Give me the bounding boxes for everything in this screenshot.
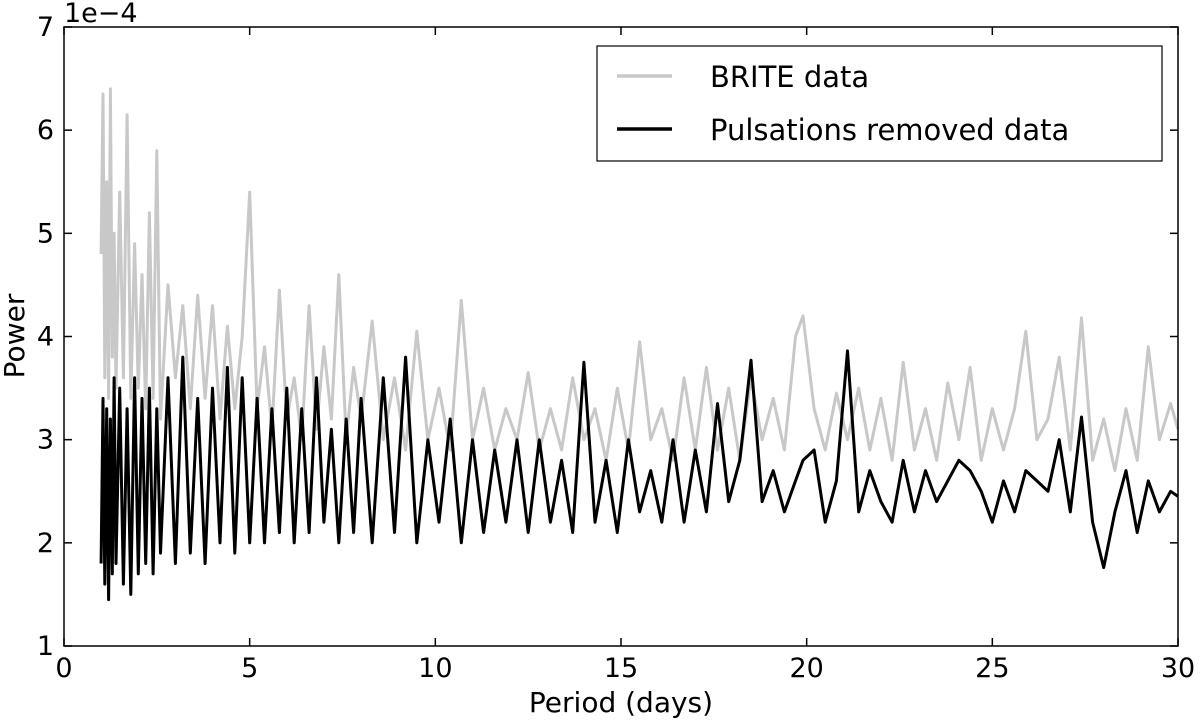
y-tick-label: 1 bbox=[37, 631, 54, 662]
y-tick-label: 6 bbox=[37, 115, 54, 146]
y-tick-label: 7 bbox=[37, 12, 54, 43]
ticks-layer: 0 5 10 15 20 25 30 1 2 3 4 5 6 7 bbox=[37, 12, 1195, 684]
x-tick-label: 10 bbox=[418, 653, 452, 684]
y-axis-label: Power bbox=[0, 293, 31, 378]
legend-label-brite: BRITE data bbox=[710, 60, 869, 94]
x-tick-label: 25 bbox=[975, 653, 1009, 684]
legend: BRITE data Pulsations removed data bbox=[596, 45, 1163, 162]
y-tick-label: 3 bbox=[37, 425, 54, 456]
y-tick-label: 5 bbox=[37, 218, 54, 249]
y-tick-label: 2 bbox=[37, 528, 54, 559]
x-tick-label: 30 bbox=[1161, 653, 1195, 684]
legend-box bbox=[596, 45, 1163, 162]
x-tick-label: 5 bbox=[241, 653, 258, 684]
x-tick-label: 20 bbox=[789, 653, 823, 684]
x-axis-label: Period (days) bbox=[529, 686, 713, 719]
series-line-brite bbox=[99, 87, 1180, 473]
x-tick-label: 15 bbox=[604, 653, 638, 684]
y-tick-label: 4 bbox=[37, 322, 54, 353]
x-tick-label: 0 bbox=[55, 653, 72, 684]
series-line-pulsations-removed bbox=[99, 349, 1179, 602]
legend-label-pulsations-removed: Pulsations removed data bbox=[710, 113, 1069, 147]
y-offset-label: 1e−4 bbox=[64, 0, 138, 29]
series-layer bbox=[99, 87, 1180, 602]
